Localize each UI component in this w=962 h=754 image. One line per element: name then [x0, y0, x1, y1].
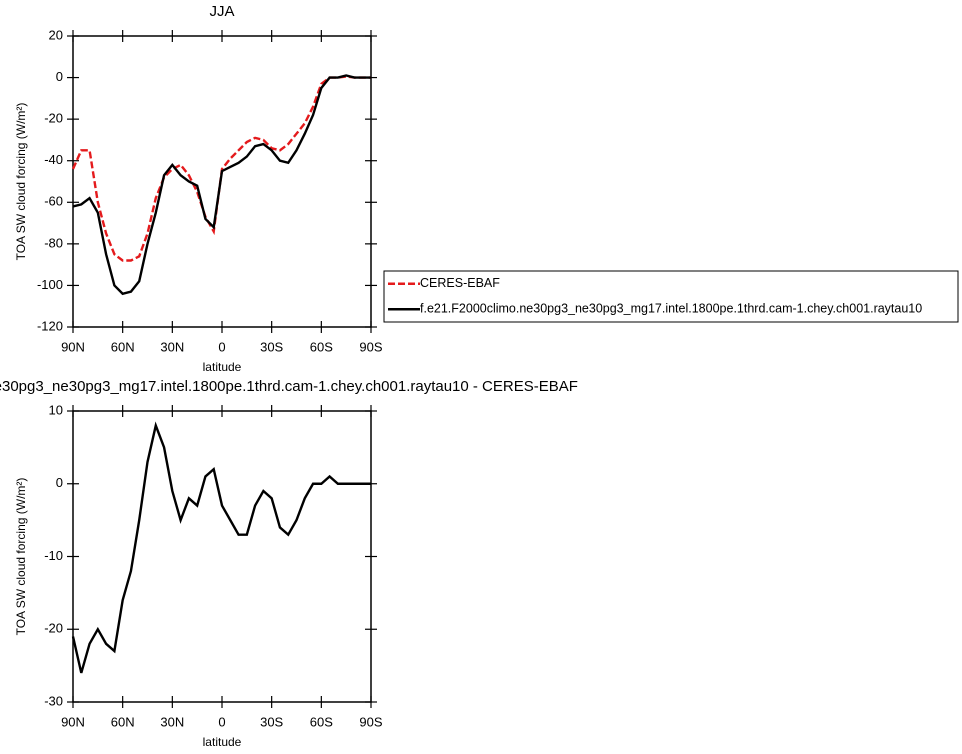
chart-title: JJA	[209, 3, 234, 20]
x-tick-label: 60S	[310, 714, 333, 729]
x-tick-label: 60N	[111, 714, 135, 729]
y-tick-label: -20	[44, 111, 63, 126]
plot-frame	[72, 35, 372, 328]
y-tick-label: -60	[44, 194, 63, 209]
x-tick-label: 90S	[359, 714, 382, 729]
data-line	[72, 74, 371, 296]
y-tick-label: -30	[44, 693, 63, 708]
x-tick-label: 30S	[260, 714, 283, 729]
x-tick-label: 30N	[160, 714, 184, 729]
y-tick-label: 10	[49, 402, 63, 417]
y-axis-label: TOA SW cloud forcing (W/m²)	[14, 103, 28, 261]
x-tick-label: 0	[218, 714, 225, 729]
legend-label: CERES-EBAF	[420, 276, 500, 290]
x-tick-label: 30N	[160, 339, 184, 354]
x-axis-label: latitude	[203, 735, 242, 749]
y-tick-label: -10	[44, 548, 63, 563]
x-tick-label: 60N	[111, 339, 135, 354]
y-tick-label: 0	[56, 475, 63, 490]
data-line	[71, 75, 371, 262]
y-tick-label: -120	[37, 318, 63, 333]
y-tick-label: -100	[37, 277, 63, 292]
y-tick-label: 20	[49, 27, 63, 42]
x-tick-label: 90S	[359, 339, 382, 354]
data-line	[71, 421, 371, 674]
x-tick-label: 30S	[260, 339, 283, 354]
legend-label: f.e21.F2000climo.ne30pg3_ne30pg3_mg17.in…	[420, 302, 922, 316]
x-tick-label: 90N	[61, 714, 85, 729]
chart-title: f.e21.F2000climo.ne30pg3_ne30pg3_mg17.in…	[0, 378, 578, 395]
x-tick-label: 90N	[61, 339, 85, 354]
y-tick-label: 0	[56, 69, 63, 84]
legend-box	[383, 270, 959, 323]
y-tick-label: -40	[44, 152, 63, 167]
y-tick-label: -20	[44, 621, 63, 636]
x-axis-label: latitude	[203, 360, 242, 374]
plot-frame	[72, 410, 372, 703]
x-tick-label: 0	[218, 339, 225, 354]
y-tick-label: -80	[44, 235, 63, 250]
x-tick-label: 60S	[310, 339, 333, 354]
y-axis-label: TOA SW cloud forcing (W/m²)	[14, 478, 28, 636]
